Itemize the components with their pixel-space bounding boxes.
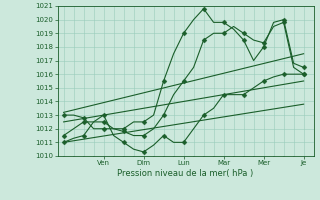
X-axis label: Pression niveau de la mer( hPa ): Pression niveau de la mer( hPa ) — [117, 169, 254, 178]
